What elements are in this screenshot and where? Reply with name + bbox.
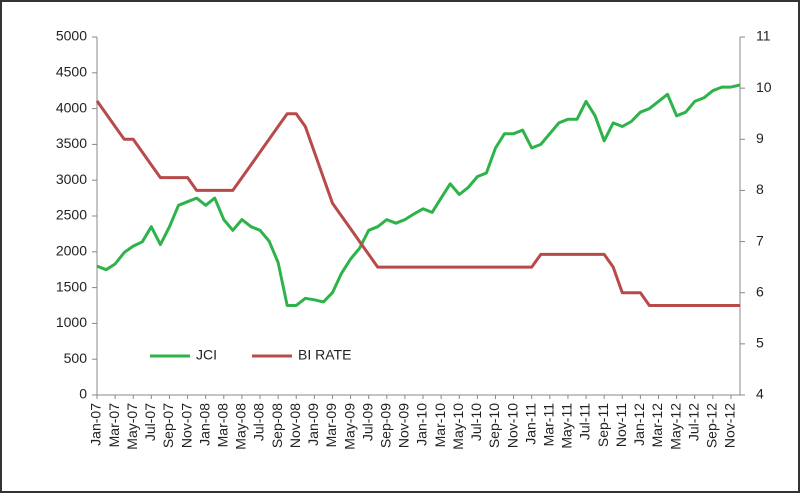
y-tick-label: 4500 <box>56 64 87 80</box>
x-tick-label: Sep-08 <box>269 403 285 448</box>
x-tick-label: May-11 <box>559 403 575 449</box>
y-tick-label: 2000 <box>56 243 87 259</box>
y2-tick-label: 7 <box>756 232 764 248</box>
x-tick-label: Sep-12 <box>704 403 720 448</box>
x-tick-label: Nov-11 <box>613 403 629 447</box>
x-tick-label: Jan-08 <box>196 403 212 446</box>
x-tick-label: Jan-07 <box>88 403 104 446</box>
x-tick-label: Mar-11 <box>541 403 557 447</box>
x-tick-label: Jan-09 <box>305 403 321 446</box>
x-tick-label: Nov-10 <box>504 403 520 448</box>
x-tick-label: Mar-10 <box>432 403 448 448</box>
y2-tick-label: 10 <box>756 79 772 95</box>
x-tick-label: Jul-11 <box>577 403 593 440</box>
x-tick-label: Nov-09 <box>396 403 412 448</box>
y2-tick-label: 4 <box>756 386 764 402</box>
x-tick-label: Jan-10 <box>414 403 430 446</box>
x-tick-label: May-09 <box>341 403 357 450</box>
x-tick-label: Nov-12 <box>722 403 738 448</box>
y-tick-label: 3000 <box>56 171 87 187</box>
legend-label: BI RATE <box>298 347 351 363</box>
y2-tick-label: 9 <box>756 130 764 146</box>
x-tick-label: May-10 <box>450 403 466 450</box>
x-tick-label: Jul-12 <box>685 403 701 441</box>
x-tick-label: May-08 <box>233 403 249 450</box>
x-tick-label: Jul-10 <box>468 403 484 441</box>
x-tick-label: Sep-11 <box>595 403 611 447</box>
x-tick-label: Jul-09 <box>359 403 375 441</box>
x-tick-label: Jan-11 <box>522 403 538 445</box>
x-tick-label: May-12 <box>667 403 683 450</box>
x-tick-label: Nov-07 <box>178 403 194 448</box>
x-tick-label: Sep-07 <box>160 403 176 448</box>
x-tick-label: Jul-08 <box>251 403 267 441</box>
y-tick-label: 4000 <box>56 99 87 115</box>
x-tick-label: Mar-12 <box>649 403 665 448</box>
series-line <box>95 100 740 307</box>
x-tick-label: Sep-09 <box>378 403 394 448</box>
legend-label: JCI <box>196 347 217 363</box>
x-tick-label: Jan-12 <box>631 403 647 446</box>
y-tick-label: 500 <box>64 350 88 366</box>
y-tick-label: 3500 <box>56 135 87 151</box>
series-line <box>96 83 741 307</box>
x-tick-label: Nov-08 <box>287 403 303 448</box>
y-tick-label: 1500 <box>56 278 87 294</box>
x-tick-label: Mar-08 <box>214 403 230 448</box>
y2-tick-label: 8 <box>756 181 764 197</box>
y-tick-label: 5000 <box>56 28 87 44</box>
y-tick-label: 1000 <box>56 314 87 330</box>
x-tick-label: May-07 <box>124 403 140 450</box>
x-tick-label: Mar-09 <box>323 403 339 448</box>
y2-tick-label: 6 <box>756 283 764 299</box>
y2-tick-label: 11 <box>756 28 771 44</box>
y-tick-label: 2500 <box>56 207 87 223</box>
x-tick-label: Sep-10 <box>486 403 502 448</box>
y-tick-label: 0 <box>79 386 87 402</box>
y2-tick-label: 5 <box>756 335 764 351</box>
x-tick-label: Mar-07 <box>106 403 122 448</box>
x-tick-label: Jul-07 <box>142 403 158 441</box>
